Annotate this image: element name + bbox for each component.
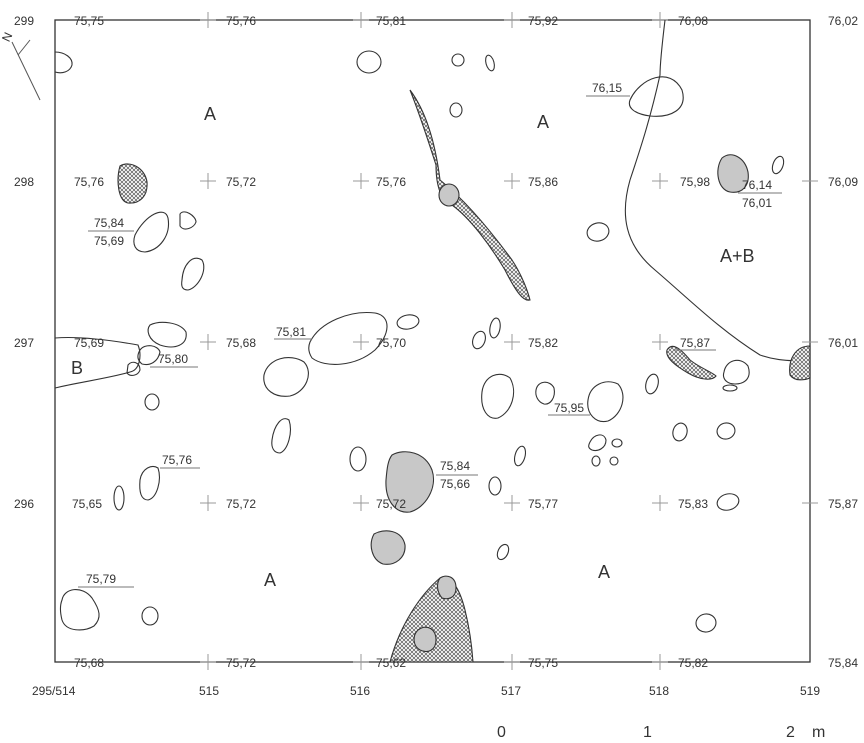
elevation-label: 75,92 bbox=[528, 14, 558, 28]
elevation-label: 75,84 bbox=[94, 216, 124, 230]
scale-label-one: 1 bbox=[643, 724, 652, 741]
elevation-label: 75,69 bbox=[74, 336, 104, 350]
elevation-label: 75,80 bbox=[158, 352, 188, 366]
elevation-label: 76,01 bbox=[828, 336, 858, 350]
elevation-label: 76,01 bbox=[742, 196, 772, 210]
elevation-label: 75,82 bbox=[678, 656, 708, 670]
x-axis-label-515: 515 bbox=[199, 684, 219, 698]
filled-pit-right bbox=[717, 154, 749, 193]
filled-pit-bottom-b bbox=[413, 626, 437, 653]
elevation-label: 75,76 bbox=[162, 453, 192, 467]
hatched-feature-edge bbox=[789, 345, 811, 381]
scale-bar: 0 1 2 m bbox=[497, 724, 825, 741]
elevation-label: 75,77 bbox=[528, 497, 558, 511]
y-axis-label-298: 298 bbox=[14, 175, 34, 189]
elevation-label: 75,69 bbox=[94, 234, 124, 248]
filled-pit-trench-node bbox=[438, 183, 460, 207]
x-axis-label-519: 519 bbox=[800, 684, 820, 698]
x-axis-label-295-514: 295/514 bbox=[32, 684, 76, 698]
elevation-label: 75,83 bbox=[678, 497, 708, 511]
y-axis-label-297: 297 bbox=[14, 336, 34, 350]
elevation-label: 75,76 bbox=[74, 175, 104, 189]
elevation-label: 76,08 bbox=[678, 14, 708, 28]
elevation-label: 75,82 bbox=[528, 336, 558, 350]
elevation-label: 75,70 bbox=[376, 336, 406, 350]
elevation-label: 75,75 bbox=[74, 14, 104, 28]
elevation-label: 75,65 bbox=[72, 497, 102, 511]
zone-label: A bbox=[537, 112, 549, 132]
elevation-label: 75,81 bbox=[276, 325, 306, 339]
hatched-trench bbox=[409, 89, 531, 301]
elevation-labels: 75,75 75,76 75,81 75,92 76,08 76,02 75,7… bbox=[72, 14, 858, 670]
filled-pit-large bbox=[385, 451, 434, 513]
elevation-label: 76,15 bbox=[592, 81, 622, 95]
elevation-label: 75,98 bbox=[680, 175, 710, 189]
elevation-label: 75,81 bbox=[376, 14, 406, 28]
elevation-label: 75,66 bbox=[440, 477, 470, 491]
elevation-label: 75,95 bbox=[554, 401, 584, 415]
outlined-pits bbox=[54, 50, 785, 633]
filled-pit-bottom-a bbox=[437, 575, 457, 600]
grid-crosses bbox=[200, 12, 818, 670]
north-label: N bbox=[0, 30, 15, 44]
elevation-label: 75,68 bbox=[74, 656, 104, 670]
zone-label: A bbox=[598, 562, 610, 582]
layer-boundary-left bbox=[54, 336, 141, 389]
y-axis-label-296: 296 bbox=[14, 497, 34, 511]
elevation-label: 75,84 bbox=[828, 656, 858, 670]
elevation-label: 75,76 bbox=[376, 175, 406, 189]
layer-boundary-right bbox=[624, 19, 811, 363]
elevation-label: 75,79 bbox=[86, 572, 116, 586]
y-axis-label-299: 299 bbox=[14, 14, 34, 28]
elevation-label: 75,84 bbox=[440, 459, 470, 473]
elevation-label: 75,86 bbox=[528, 175, 558, 189]
elevation-label: 75,72 bbox=[226, 656, 256, 670]
elevation-label: 75,68 bbox=[226, 336, 256, 350]
elevation-label: 75,72 bbox=[376, 497, 406, 511]
scale-unit: m bbox=[812, 724, 825, 741]
elevation-label: 75,87 bbox=[680, 336, 710, 350]
hatched-feature-right bbox=[666, 345, 717, 380]
elevation-label: 75,62 bbox=[376, 656, 406, 670]
zone-label: B bbox=[71, 358, 83, 378]
elevation-label: 75,75 bbox=[528, 656, 558, 670]
elevation-label: 75,87 bbox=[828, 497, 858, 511]
elevation-label: 76,14 bbox=[742, 178, 772, 192]
elevation-label: 75,72 bbox=[226, 175, 256, 189]
scale-label-two: 2 bbox=[786, 724, 795, 741]
zone-label: A+B bbox=[720, 246, 755, 266]
hatched-feature-left bbox=[117, 163, 148, 204]
x-axis-label-518: 518 bbox=[649, 684, 669, 698]
zone-label: A bbox=[204, 104, 216, 124]
north-arrow-icon: N bbox=[0, 30, 41, 101]
elevation-label: 76,02 bbox=[828, 14, 858, 28]
elevation-label: 75,72 bbox=[226, 497, 256, 511]
label-leaders bbox=[78, 95, 782, 588]
zone-label: A bbox=[264, 570, 276, 590]
x-axis-label-516: 516 bbox=[350, 684, 370, 698]
filled-pit-small bbox=[370, 530, 406, 565]
elevation-label: 75,76 bbox=[226, 14, 256, 28]
x-axis-label-517: 517 bbox=[501, 684, 521, 698]
scale-label-zero: 0 bbox=[497, 724, 506, 741]
elevation-label: 76,09 bbox=[828, 175, 858, 189]
